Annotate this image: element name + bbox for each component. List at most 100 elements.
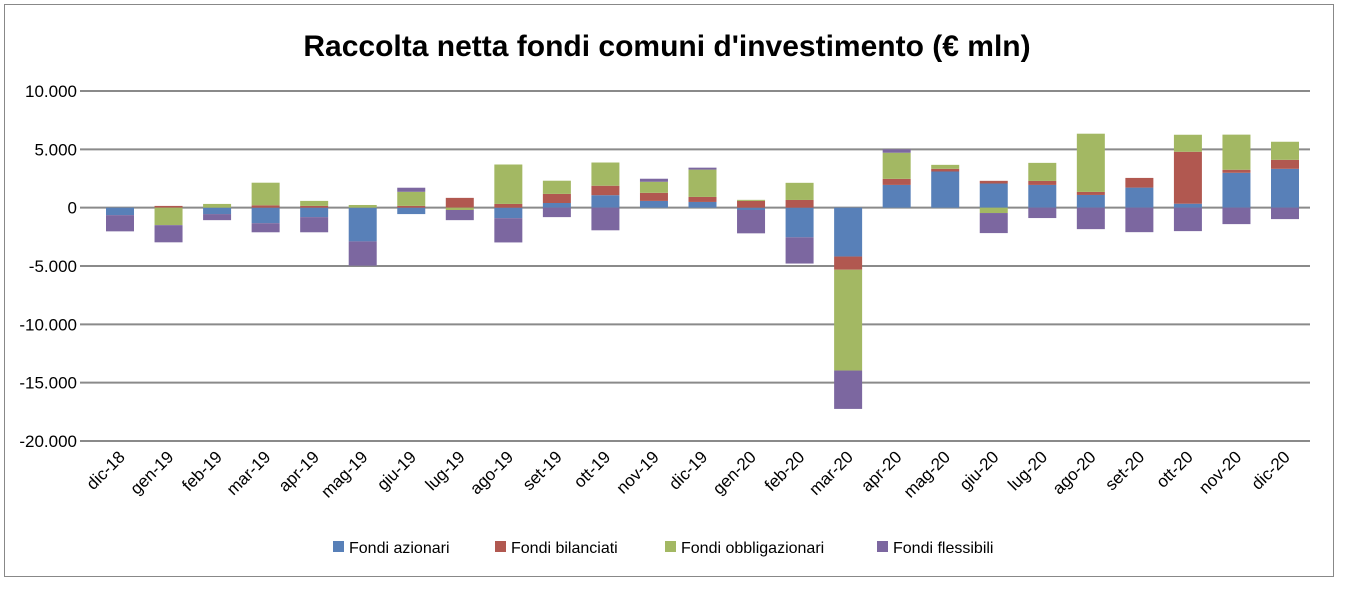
bar-segment-fondi-flessibili bbox=[1222, 207, 1251, 225]
bar-segment-fondi-azionari bbox=[591, 195, 620, 208]
y-tick-label: -20.000 bbox=[19, 432, 77, 451]
bar-segment-fondi-flessibili bbox=[1271, 207, 1299, 220]
bar-segment-fondi-obbligazionari bbox=[1173, 134, 1202, 152]
x-tick-label: feb-20 bbox=[761, 447, 809, 495]
bar-segment-fondi-obbligazionari bbox=[1222, 134, 1251, 170]
x-tick-label: set-20 bbox=[1101, 447, 1148, 494]
bar-segment-fondi-azionari bbox=[300, 207, 329, 218]
bar-segment-fondi-flessibili bbox=[785, 237, 814, 264]
x-tick-label: mag-19 bbox=[317, 447, 371, 501]
legend-label: Fondi flessibili bbox=[893, 540, 993, 557]
bar-segment-fondi-bilanciati bbox=[737, 200, 766, 208]
bar-segment-fondi-bilanciati bbox=[834, 256, 863, 270]
bar-segment-fondi-azionari bbox=[348, 207, 377, 242]
bar-segment-fondi-bilanciati bbox=[251, 205, 280, 208]
bar-segment-fondi-bilanciati bbox=[591, 185, 620, 196]
x-tick-label: gen-20 bbox=[709, 447, 760, 498]
x-tick-label: ago-19 bbox=[466, 447, 517, 498]
bar-segment-fondi-obbligazionari bbox=[397, 191, 426, 206]
x-tick-label: mag-20 bbox=[900, 447, 954, 501]
bar-segment-fondi-flessibili bbox=[397, 187, 426, 192]
bar-segment-fondi-bilanciati bbox=[882, 178, 911, 185]
bar-segment-fondi-flessibili bbox=[445, 210, 474, 221]
bar-segment-fondi-bilanciati bbox=[1028, 180, 1057, 185]
bar-segment-fondi-flessibili bbox=[882, 149, 911, 153]
bar-segment-fondi-obbligazionari bbox=[542, 180, 571, 194]
bar-segment-fondi-obbligazionari bbox=[251, 182, 280, 206]
bar-segment-fondi-bilanciati bbox=[445, 197, 474, 208]
bar-segment-fondi-obbligazionari bbox=[300, 200, 329, 206]
bar-segment-fondi-azionari bbox=[251, 207, 280, 224]
bar-segment-fondi-azionari bbox=[1271, 168, 1299, 208]
bar-segment-fondi-azionari bbox=[882, 184, 911, 208]
bar-segment-fondi-azionari bbox=[639, 200, 668, 208]
bar-segment-fondi-obbligazionari bbox=[882, 152, 911, 179]
legend-label: Fondi azionari bbox=[349, 540, 450, 557]
legend-swatch bbox=[665, 541, 676, 552]
bar-segment-fondi-azionari bbox=[785, 207, 814, 238]
bar-segment-fondi-obbligazionari bbox=[591, 162, 620, 186]
bar-segment-fondi-bilanciati bbox=[639, 192, 668, 201]
x-tick-label: feb-19 bbox=[178, 447, 226, 495]
bar-segment-fondi-flessibili bbox=[542, 207, 571, 218]
bar-segment-fondi-obbligazionari bbox=[494, 164, 523, 204]
bar-segment-fondi-bilanciati bbox=[1222, 169, 1251, 173]
x-tick-label: nov-20 bbox=[1195, 447, 1245, 497]
legend-swatch bbox=[877, 541, 888, 552]
bar-segment-fondi-azionari bbox=[542, 203, 571, 208]
bar-segment-fondi-obbligazionari bbox=[154, 207, 183, 226]
bar-segment-fondi-flessibili bbox=[348, 241, 377, 266]
bar-segment-fondi-flessibili bbox=[639, 178, 668, 182]
bar-segment-fondi-flessibili bbox=[251, 223, 280, 233]
bar-segment-fondi-flessibili bbox=[834, 370, 863, 409]
y-tick-label: 10.000 bbox=[25, 82, 77, 101]
bar-segment-fondi-bilanciati bbox=[688, 196, 717, 202]
bar-segment-fondi-flessibili bbox=[591, 207, 620, 231]
bar-segment-fondi-azionari bbox=[979, 183, 1008, 208]
bar-segment-fondi-azionari bbox=[688, 201, 717, 208]
x-tick-label: ago-20 bbox=[1049, 447, 1100, 498]
bar-segment-fondi-flessibili bbox=[300, 217, 329, 233]
bar-segment-fondi-obbligazionari bbox=[688, 169, 717, 197]
bar-segment-fondi-obbligazionari bbox=[931, 164, 960, 169]
bar-segment-fondi-azionari bbox=[1125, 187, 1154, 208]
y-tick-label: -15.000 bbox=[19, 374, 77, 393]
bar-segment-fondi-azionari bbox=[203, 207, 232, 215]
bar-segment-fondi-bilanciati bbox=[154, 205, 183, 208]
bar-segment-fondi-azionari bbox=[737, 207, 766, 210]
bar-segment-fondi-obbligazionari bbox=[1076, 133, 1105, 192]
bar-segment-fondi-bilanciati bbox=[542, 193, 571, 203]
bar-segment-fondi-obbligazionari bbox=[1271, 141, 1299, 160]
bar-segment-fondi-bilanciati bbox=[1125, 177, 1154, 188]
bar-segment-fondi-flessibili bbox=[979, 213, 1008, 234]
bar-segment-fondi-obbligazionari bbox=[445, 207, 474, 210]
chart-frame bbox=[4, 4, 1334, 577]
bar-segment-fondi-obbligazionari bbox=[203, 203, 232, 208]
bar-segment-fondi-flessibili bbox=[494, 218, 523, 243]
bar-segment-fondi-obbligazionari bbox=[348, 204, 377, 208]
bar-segment-fondi-flessibili bbox=[154, 225, 183, 243]
bar-segment-fondi-flessibili bbox=[1125, 207, 1154, 233]
bar-segment-fondi-azionari bbox=[494, 207, 523, 219]
bar-segment-fondi-flessibili bbox=[1173, 207, 1202, 232]
bar-segment-fondi-bilanciati bbox=[931, 168, 960, 172]
bar-segment-fondi-flessibili bbox=[1028, 207, 1057, 219]
bar-segment-fondi-bilanciati bbox=[1076, 191, 1105, 195]
bar-segment-fondi-flessibili bbox=[106, 215, 134, 232]
bar-segment-fondi-flessibili bbox=[688, 167, 717, 170]
y-tick-label: -5.000 bbox=[29, 257, 77, 276]
bar-segment-fondi-flessibili bbox=[737, 210, 766, 234]
bar-segment-fondi-bilanciati bbox=[785, 199, 814, 208]
bar-segment-fondi-bilanciati bbox=[494, 203, 523, 208]
legend-swatch bbox=[495, 541, 506, 552]
x-tick-label: giu-20 bbox=[956, 447, 1003, 494]
bar-segment-fondi-obbligazionari bbox=[737, 199, 766, 201]
bar-segment-fondi-azionari bbox=[1222, 172, 1251, 208]
x-tick-label: dic-19 bbox=[665, 447, 711, 493]
x-tick-label: dic-18 bbox=[83, 447, 129, 493]
y-tick-label: -10.000 bbox=[19, 315, 77, 334]
y-tick-label: 5.000 bbox=[34, 140, 77, 159]
x-tick-label: apr-20 bbox=[857, 447, 905, 495]
